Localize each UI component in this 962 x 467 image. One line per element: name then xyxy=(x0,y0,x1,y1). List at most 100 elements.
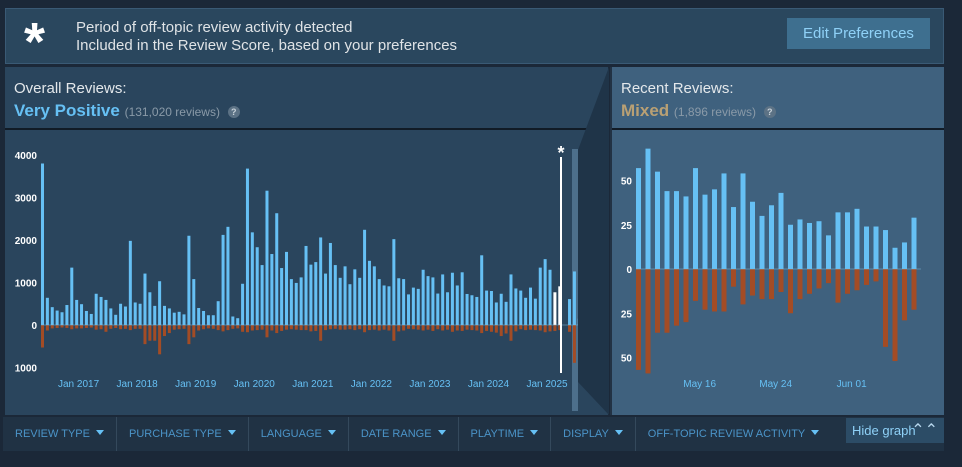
overall-histogram[interactable]: 4000 3000 2000 1000 0 1000 Jan 2017 Jan 2018 Jan… xyxy=(5,67,608,415)
positive-bar xyxy=(192,279,196,325)
positive-bar xyxy=(177,311,181,325)
negative-bar xyxy=(114,325,118,328)
positive-bar xyxy=(460,272,464,325)
positive-bar xyxy=(731,207,736,269)
x-tick-label: Jan 2019 xyxy=(175,379,217,390)
negative-bar xyxy=(314,325,318,331)
positive-bar xyxy=(41,163,44,325)
filter-label: LANGUAGE xyxy=(260,428,322,440)
x-tick-label: Jun 01 xyxy=(837,379,867,390)
negative-bar xyxy=(553,325,557,331)
asterisk-icon: * xyxy=(24,12,46,72)
negative-bar xyxy=(94,325,98,330)
negative-bar xyxy=(280,325,284,331)
positive-bar xyxy=(873,226,879,269)
positive-bar xyxy=(333,265,337,325)
help-icon[interactable]: ? xyxy=(763,106,776,118)
y-tick-label: 3000 xyxy=(15,194,38,205)
negative-bar xyxy=(712,269,717,312)
negative-bar xyxy=(883,269,888,347)
help-icon[interactable]: ? xyxy=(227,106,240,118)
negative-bar xyxy=(387,325,391,331)
dropdown-arrow-icon xyxy=(95,430,104,435)
filter-review-type[interactable]: REVIEW TYPE xyxy=(3,417,117,451)
filter-playtime[interactable]: PLAYTIME xyxy=(459,417,552,451)
negative-bar xyxy=(436,325,440,330)
positive-bar xyxy=(80,304,84,325)
filter-purchase-type[interactable]: PURCHASE TYPE xyxy=(117,417,249,451)
filter-language[interactable]: LANGUAGE xyxy=(249,417,349,451)
positive-bar xyxy=(911,217,917,269)
negative-bar xyxy=(250,325,254,331)
y-tick-label: 0 xyxy=(31,321,37,332)
negative-bar xyxy=(275,325,279,334)
negative-bar xyxy=(182,325,186,329)
negative-bar xyxy=(455,325,459,331)
negative-bar xyxy=(338,325,342,330)
positive-bar xyxy=(769,205,774,269)
positive-bar xyxy=(533,298,537,325)
positive-bar xyxy=(119,303,123,325)
negative-bar xyxy=(636,269,641,370)
hide-graph-button[interactable]: Hide graph ⌃⌃ xyxy=(846,418,944,443)
positive-bar xyxy=(489,291,493,325)
positive-bar xyxy=(304,245,308,325)
filter-date-range[interactable]: DATE RANGE xyxy=(349,417,459,451)
negative-bar xyxy=(299,325,303,331)
positive-bar xyxy=(45,297,49,325)
positive-bar xyxy=(548,269,552,325)
positive-bar xyxy=(426,276,430,325)
positive-bar xyxy=(187,235,191,325)
negative-bar xyxy=(902,269,907,321)
positive-bar xyxy=(450,272,454,325)
positive-bar xyxy=(674,191,679,269)
negative-bar xyxy=(426,325,430,330)
dropdown-arrow-icon xyxy=(811,430,820,435)
negative-bar xyxy=(499,325,503,337)
x-tick-label: Jan 2023 xyxy=(409,379,451,390)
negative-bar xyxy=(255,325,259,331)
positive-bar xyxy=(138,303,142,325)
positive-bar xyxy=(285,251,288,325)
negative-bar xyxy=(202,325,206,330)
negative-bar xyxy=(835,269,841,303)
negative-bar xyxy=(460,325,464,331)
positive-bar xyxy=(265,190,269,325)
positive-bar xyxy=(314,262,318,325)
negative-bar xyxy=(216,325,220,331)
negative-bar xyxy=(241,325,245,332)
filter-off-topic[interactable]: OFF-TOPIC REVIEW ACTIVITY xyxy=(636,417,831,451)
positive-bar xyxy=(158,281,162,325)
positive-bar xyxy=(236,318,240,325)
negative-bar xyxy=(104,325,108,332)
negative-bar xyxy=(206,325,210,329)
filter-label: DISPLAY xyxy=(563,428,609,440)
negative-bar xyxy=(504,325,508,334)
positive-bar xyxy=(133,302,137,325)
negative-bar xyxy=(873,269,879,282)
recent-histogram[interactable]: 50 25 0 25 50 May 16 May 24 Jun 01 xyxy=(612,67,946,415)
positive-bar xyxy=(864,226,869,269)
negative-bar xyxy=(363,325,367,333)
x-tick-label: Jan 2025 xyxy=(526,379,568,390)
positive-bar xyxy=(499,293,503,325)
negative-bar xyxy=(289,325,293,330)
negative-bar xyxy=(163,325,166,337)
negative-bar xyxy=(693,269,698,301)
negative-bar xyxy=(441,325,445,331)
negative-bar xyxy=(75,325,79,329)
negative-bar xyxy=(236,325,240,329)
negative-bar xyxy=(740,269,746,305)
positive-bar xyxy=(343,266,347,325)
filter-display[interactable]: DISPLAY xyxy=(551,417,636,451)
positive-bar xyxy=(109,308,113,325)
positive-bar xyxy=(353,269,357,325)
negative-bar xyxy=(133,325,137,329)
edit-preferences-button[interactable]: Edit Preferences xyxy=(787,18,930,49)
negative-bar xyxy=(372,325,376,330)
negative-bar xyxy=(431,325,435,331)
positive-bar xyxy=(270,254,274,325)
negative-bar xyxy=(788,269,793,314)
negative-bar xyxy=(778,269,784,293)
negative-bar xyxy=(377,325,381,331)
